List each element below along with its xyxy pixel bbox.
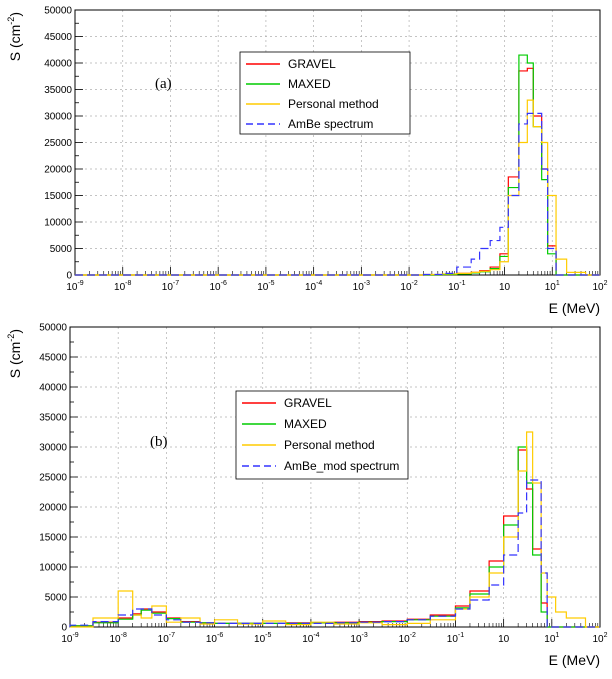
series-ambe-spectrum — [75, 112, 600, 276]
x-tick-label: 10-9 — [61, 632, 78, 645]
y-axis-label: S (cm-2) — [6, 12, 23, 61]
legend-label: GRAVEL — [288, 57, 336, 71]
y-tick-label: 40000 — [44, 59, 72, 70]
x-tick-label: 102 — [592, 280, 607, 293]
x-tick-label: 10 — [499, 282, 511, 293]
y-tick-label: 30000 — [44, 112, 72, 123]
y-tick-label: 25000 — [44, 138, 72, 149]
chart-panel-1: 0 5000 10000 15000 20000 25000 30000 35000 40000… — [6, 6, 608, 317]
x-tick-label: 10-1 — [448, 280, 465, 293]
y-tick-label: 20000 — [44, 165, 72, 176]
x-tick-label: 10-9 — [66, 280, 83, 293]
y-tick-label: 0 — [61, 623, 67, 634]
y-tick-label: 15000 — [44, 191, 72, 202]
x-tick-label: 102 — [592, 632, 607, 645]
legend-label: Personal method — [288, 97, 379, 111]
legend-box — [239, 51, 411, 135]
x-tick-label: 10-1 — [447, 632, 464, 645]
panel-label: (a) — [155, 76, 172, 92]
y-tick-label: 15000 — [39, 533, 67, 544]
x-tick-label: 10-3 — [353, 280, 370, 293]
x-axis-label: E (MeV) — [549, 300, 600, 316]
x-tick-label: 10 — [498, 634, 510, 645]
legend-label: MAXED — [288, 77, 331, 91]
chart-panel-2: 0 5000 10000 15000 20000 25000 30000 35000 40000… — [6, 323, 608, 669]
y-tick-label: 30000 — [39, 443, 67, 454]
legend-box — [235, 390, 409, 480]
x-tick-label: 10-3 — [350, 632, 367, 645]
y-tick-label: 10000 — [39, 563, 67, 574]
y-tick-label: 0 — [66, 271, 72, 282]
x-tick-label: 10-4 — [305, 280, 322, 293]
y-tick-label: 35000 — [44, 85, 72, 96]
x-tick-label: 10-8 — [110, 632, 127, 645]
y-tick-label: 20000 — [39, 503, 67, 514]
series-personal-method — [70, 431, 600, 628]
x-tick-label: 101 — [545, 280, 560, 293]
y-tick-label: 40000 — [39, 383, 67, 394]
series-ambe-mod-spectrum — [69, 479, 600, 628]
y-tick-label: 25000 — [39, 473, 67, 484]
legend-label: MAXED — [284, 417, 327, 431]
y-tick-label: 50000 — [44, 6, 72, 17]
x-tick-label: 10-7 — [158, 632, 175, 645]
y-tick-label: 10000 — [44, 218, 72, 229]
y-axis-label: S (cm-2) — [6, 329, 23, 378]
x-tick-label: 10-2 — [399, 632, 416, 645]
x-tick-label: 101 — [544, 632, 559, 645]
x-tick-label: 10-5 — [254, 632, 271, 645]
x-tick-label: 10-6 — [210, 280, 227, 293]
legend-label: AmBe_mod spectrum — [284, 459, 399, 473]
panel-label: (b) — [150, 434, 168, 450]
legend: GRAVEL MAXED Personal method AmBe_mod spect… — [235, 390, 409, 480]
y-tick-label: 45000 — [39, 353, 67, 364]
legend-label: AmBe spectrum — [288, 117, 373, 131]
x-axis-label: E (MeV) — [549, 652, 600, 668]
x-tick-label: 10-5 — [257, 280, 274, 293]
x-tick-label: 10-8 — [114, 280, 131, 293]
series-gravel — [69, 449, 600, 628]
x-tick-label: 10-7 — [162, 280, 179, 293]
y-tick-label: 5000 — [45, 593, 68, 604]
y-tick-label: 35000 — [39, 413, 67, 424]
y-tick-label: 50000 — [39, 323, 67, 334]
x-tick-label: 10-2 — [400, 280, 417, 293]
x-tick-label: 10-6 — [206, 632, 223, 645]
legend-label: Personal method — [284, 438, 375, 452]
legend: GRAVEL MAXED Personal method AmBe spectrum — [239, 51, 411, 135]
legend-label: GRAVEL — [284, 396, 332, 410]
y-tick-label: 45000 — [44, 32, 72, 43]
y-tick-label: 5000 — [50, 244, 73, 255]
x-tick-label: 10-4 — [302, 632, 319, 645]
